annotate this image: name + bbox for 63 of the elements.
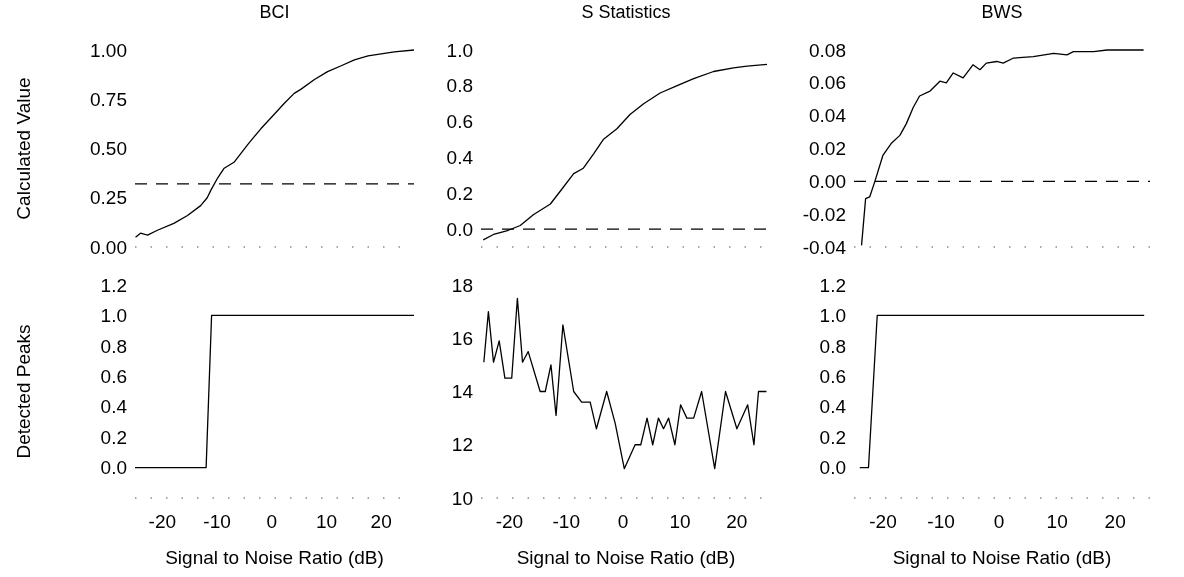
y-tick-label: 0.0 <box>446 218 473 240</box>
y-tick-label: -0.02 <box>802 203 846 225</box>
x-tick-label: 0 <box>266 511 278 532</box>
y-tick-label: 0.0 <box>100 457 127 479</box>
y-tick-label: -0.04 <box>802 236 847 258</box>
y-tick-label: 0.04 <box>809 105 847 127</box>
x-tick-label: -20 <box>148 511 177 532</box>
y-tick-label: 1.0 <box>819 305 846 327</box>
y-tick-label: 1.0 <box>100 305 127 327</box>
y-tick-label: 0.0 <box>819 457 846 479</box>
x-tick-label: 20 <box>1104 511 1126 532</box>
y-tick-label: 0.2 <box>100 426 127 448</box>
line-series <box>482 63 768 241</box>
y-tick-label: 0.00 <box>809 170 846 192</box>
y-tick-label: 0.08 <box>809 39 846 61</box>
y-tick-label: 12 <box>451 434 473 456</box>
y-tick-label: 0.4 <box>446 147 474 169</box>
x-tick-label: -20 <box>869 511 897 532</box>
y-tick-label: 0.6 <box>100 365 127 387</box>
x-tick-label: 0 <box>993 511 1005 532</box>
chart-title: BWS <box>981 2 1023 22</box>
y-tick-label: 10 <box>451 487 473 509</box>
line-series <box>483 297 768 470</box>
y-tick-label: 0.2 <box>446 182 473 204</box>
x-axis-title: Signal to Noise Ratio (dB) <box>165 547 384 568</box>
x-axis-title: Signal to Noise Ratio (dB) <box>516 547 736 568</box>
x-tick-label: -20 <box>495 511 524 532</box>
x-axis-title: Signal to Noise Ratio (dB) <box>892 547 1112 568</box>
y-tick-label: 0.75 <box>90 88 127 110</box>
y-tick-label: 1.2 <box>819 274 846 296</box>
x-tick-label: 10 <box>1046 511 1068 532</box>
y-tick-label: 0.2 <box>819 426 846 448</box>
y-tick-label: 0.50 <box>90 138 127 160</box>
y-tick-label: 0.6 <box>446 111 473 133</box>
y-tick-label: 0.00 <box>90 236 127 258</box>
x-tick-label: 0 <box>617 511 629 532</box>
x-tick-label: -10 <box>203 511 231 532</box>
x-tick-label: 20 <box>370 511 392 532</box>
x-tick-label: 10 <box>669 511 691 532</box>
x-tick-label: 20 <box>726 511 748 532</box>
x-tick-label: -10 <box>552 511 581 532</box>
y-tick-label: 18 <box>451 274 473 296</box>
y-tick-label: 0.02 <box>809 138 846 160</box>
line-series <box>134 49 415 238</box>
y-tick-label: 1.0 <box>446 39 473 61</box>
y-axis-title: Detected Peaks <box>13 324 34 459</box>
y-tick-label: 1.2 <box>100 274 127 296</box>
y-tick-label: 0.8 <box>819 335 846 357</box>
x-tick-label: -10 <box>927 511 955 532</box>
chart-title: BCI <box>259 2 290 22</box>
y-tick-label: 16 <box>451 327 473 349</box>
y-tick-label: 1.00 <box>90 39 127 61</box>
y-tick-label: 0.06 <box>809 72 846 94</box>
y-tick-label: 0.4 <box>100 396 128 418</box>
y-tick-label: 0.8 <box>446 75 473 97</box>
y-tick-label: 0.25 <box>90 187 127 209</box>
y-tick-label: 14 <box>451 381 474 403</box>
y-tick-label: 0.4 <box>819 396 847 418</box>
chart-title: S Statistics <box>581 2 671 22</box>
x-tick-label: 10 <box>315 511 338 532</box>
y-tick-label: 0.8 <box>100 335 127 357</box>
y-axis-title: Calculated Value <box>13 77 34 220</box>
y-tick-label: 0.6 <box>819 365 846 387</box>
